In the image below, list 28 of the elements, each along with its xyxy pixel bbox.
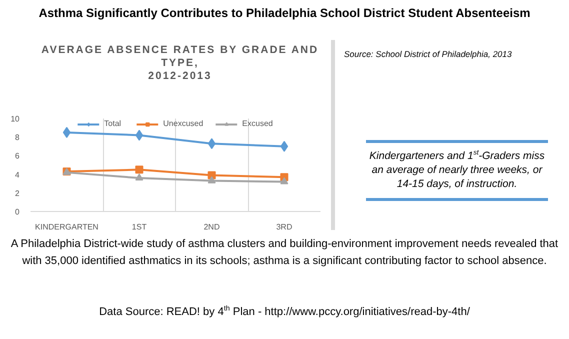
legend-label: Excused bbox=[242, 119, 273, 128]
point bbox=[280, 177, 288, 184]
x-tick-label: KINDERGARTEN bbox=[35, 222, 99, 232]
source-note: Source: School District of Philadelphia, 2013 bbox=[344, 49, 513, 59]
text: Kindergarteners and 1$^{st}$-Graders miss an average of nearly three weeks, or 14-15 days, of instruction. bbox=[366, 140, 548, 201]
legend-label: Total bbox=[104, 119, 122, 128]
y-tick-label: 8 bbox=[15, 133, 20, 142]
y-tick-label: 0 bbox=[15, 208, 20, 216]
point bbox=[208, 138, 216, 150]
x-tick-label: 3RD bbox=[276, 222, 292, 232]
y-tick-label: 2 bbox=[15, 188, 20, 198]
y-tick-label: 10 bbox=[10, 114, 20, 124]
point bbox=[208, 176, 216, 184]
y-tick-label: 6 bbox=[15, 152, 20, 161]
legend-label: Unexcused bbox=[163, 119, 204, 128]
point bbox=[280, 140, 288, 152]
point bbox=[208, 171, 216, 180]
point bbox=[135, 130, 144, 141]
point bbox=[62, 126, 71, 138]
chart-title: AVERAGE ABSENCE RATES BY GRADE AND TYPE, 2012-2013 bbox=[40, 44, 320, 84]
point bbox=[135, 173, 144, 181]
x-tick-label: 2ND bbox=[204, 222, 220, 232]
point bbox=[135, 166, 144, 174]
y-tick-label: 4 bbox=[15, 170, 20, 180]
text: Asthma Significantly Contributes to Philadelphia School District Student Absenteeism bbox=[38, 6, 532, 20]
source-note: Data Source: READ! by 4$^{th}$ Plan - http://www.pccy.org/initiatives/read-by-4th/ bbox=[98, 304, 471, 318]
text: A Philadelphia District-wide study of asthma clusters and building-environment improvement needs revealed that with 35,000 identified asthmatics in its schools; asthma is a significant contributing factor to school absence. bbox=[10, 237, 560, 268]
x-tick-label: 1ST bbox=[132, 222, 147, 232]
